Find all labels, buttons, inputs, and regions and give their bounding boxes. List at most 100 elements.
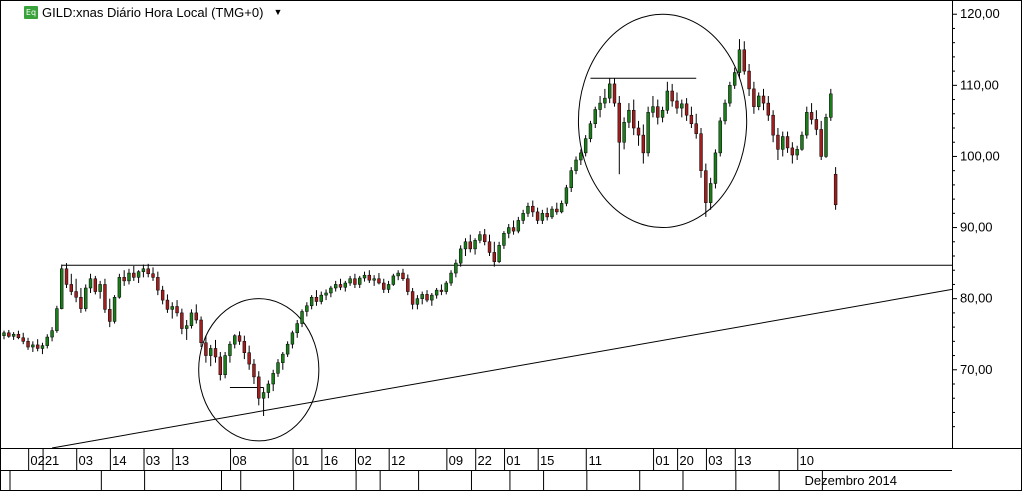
candle-down [175, 306, 179, 314]
candle-up [526, 205, 530, 214]
candle-down [425, 294, 429, 301]
candle-up [646, 112, 650, 154]
x-tick-label: 01 [506, 453, 520, 468]
x-tick-label: 14 [112, 453, 126, 468]
candle-up [593, 109, 597, 124]
candle-down [814, 119, 819, 130]
candle-up [170, 306, 174, 310]
candle-down [776, 134, 780, 150]
candle-down [704, 170, 708, 203]
candle-up [329, 287, 333, 294]
candle-up [348, 278, 352, 284]
candle-up [516, 220, 521, 232]
candle-up [781, 136, 785, 150]
candle-up [449, 272, 453, 284]
candle-down [531, 205, 535, 213]
candle-down [761, 95, 766, 104]
candle-down [752, 88, 756, 107]
candle-up [665, 90, 670, 111]
candle-up [732, 72, 737, 86]
candle-down [790, 147, 795, 156]
candle-down [338, 284, 343, 288]
y-tick-label: 100,00 [960, 148, 1000, 163]
candle-up [473, 240, 477, 250]
candle-up [430, 294, 434, 301]
x-tick-label: 09 [449, 453, 463, 468]
candle-down [257, 376, 261, 399]
x-tick-label: 01 [655, 453, 669, 468]
candle-down [108, 309, 112, 322]
candle-down [694, 123, 698, 134]
candle-up [290, 332, 295, 345]
candle-up [223, 355, 227, 376]
candle-up [718, 120, 722, 154]
candle-down [406, 278, 410, 292]
caret-down-icon[interactable]: ▼ [273, 7, 283, 17]
candle-down [632, 109, 636, 129]
candle-up [458, 248, 463, 264]
candle-up [463, 241, 468, 250]
candle-up [795, 149, 799, 156]
candle-down [199, 319, 203, 344]
candle-down [555, 208, 559, 213]
candle-down [242, 341, 247, 353]
candle-down [93, 278, 98, 292]
candle-down [656, 106, 660, 118]
candle-up [713, 152, 718, 184]
candle-down [833, 173, 838, 206]
candle-up [579, 152, 583, 161]
candle-up [829, 93, 833, 118]
candle-up [55, 308, 59, 331]
x-tick-label: 13 [737, 453, 751, 468]
x-tick-label: 10 [800, 453, 814, 468]
candle-up [141, 268, 146, 272]
candle-down [636, 127, 641, 136]
chart-header: Eq GILD:xnas Diário Hora Local (TMG+0) ▼ [24, 3, 287, 21]
candle-up [112, 296, 117, 322]
candle-up [497, 245, 501, 262]
candle-up [502, 232, 506, 246]
candle-up [184, 325, 189, 329]
candle-up [607, 83, 612, 99]
candle-down [122, 277, 126, 282]
candle-up [333, 284, 338, 289]
candle-down [16, 333, 21, 339]
candle-up [454, 262, 458, 274]
candle-down [247, 352, 251, 365]
candle-up [305, 305, 309, 312]
candle-up [574, 159, 578, 171]
candle-up [319, 294, 323, 302]
candle-up [598, 102, 602, 110]
x-tick-label: 03 [146, 453, 160, 468]
candle-down [819, 129, 823, 157]
candle-down [35, 344, 40, 349]
candle-up [540, 213, 545, 221]
highlight-circle [198, 298, 320, 442]
candle-up [59, 268, 64, 309]
chart-title: GILD:xnas Diário Hora Local (TMG+0) [42, 4, 264, 20]
y-tick-label: 90,00 [960, 220, 993, 235]
candle-down [766, 102, 771, 116]
candle-down [468, 241, 472, 250]
x-tick-label: 08 [232, 453, 246, 468]
candle-down [785, 136, 790, 149]
x-tick-label: 22 [477, 453, 491, 468]
candle-down [684, 103, 689, 116]
candle-up [824, 117, 828, 157]
x-tick-label: 20 [679, 453, 693, 468]
candle-up [372, 278, 376, 281]
candle-down [377, 278, 381, 284]
candle-up [415, 298, 420, 305]
candle-down [353, 278, 357, 285]
candle-up [757, 95, 761, 107]
y-tick-label: 80,00 [960, 291, 993, 306]
candle-down [410, 291, 415, 305]
candle-up [564, 187, 569, 204]
candle-down [218, 356, 223, 376]
candle-up [233, 335, 237, 345]
candle-up [583, 138, 588, 154]
candle-up [603, 97, 607, 104]
candle-up [117, 277, 122, 298]
month-label: Dezembro 2014 [805, 473, 898, 488]
